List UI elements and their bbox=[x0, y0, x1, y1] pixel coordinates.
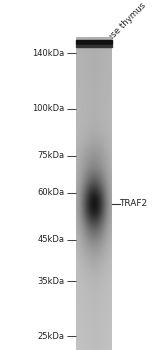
Bar bbox=[76, 40, 112, 44]
Text: 60kDa: 60kDa bbox=[37, 188, 64, 197]
Text: 140kDa: 140kDa bbox=[32, 49, 64, 58]
Text: TRAF2: TRAF2 bbox=[119, 199, 147, 208]
Text: 45kDa: 45kDa bbox=[37, 235, 64, 244]
Text: 35kDa: 35kDa bbox=[37, 276, 64, 286]
Text: Mouse thymus: Mouse thymus bbox=[97, 1, 148, 52]
Bar bbox=[76, 45, 112, 47]
Text: 100kDa: 100kDa bbox=[32, 104, 64, 113]
Text: 75kDa: 75kDa bbox=[37, 151, 64, 160]
Text: 25kDa: 25kDa bbox=[37, 332, 64, 341]
